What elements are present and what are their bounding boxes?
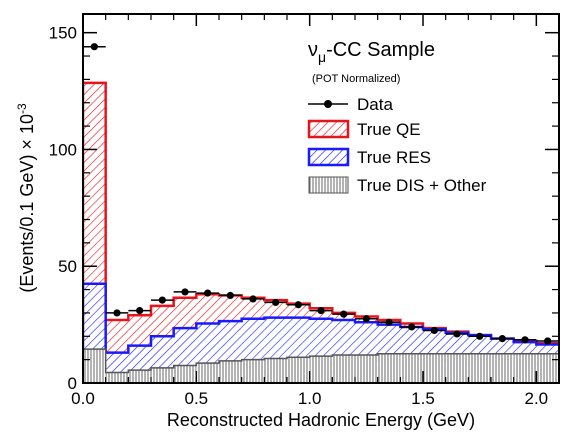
data-point-5 <box>204 289 212 297</box>
data-point-14 <box>408 323 416 331</box>
bar-true-dis-other-4 <box>173 365 197 383</box>
x-tick-label-2: 1.0 <box>298 389 322 408</box>
histogram-layer <box>83 81 559 383</box>
bar-true-dis-other-17 <box>468 353 491 383</box>
bar-true-dis-other-8 <box>264 358 287 383</box>
y-axis-label: (Events/0.1 GeV) × 10-3 <box>15 103 37 293</box>
bar-true-dis-other-18 <box>491 353 514 383</box>
bar-true-dis-other-6 <box>219 360 242 383</box>
data-point-12 <box>362 315 370 323</box>
y-axis-label-main: (Events/0.1 GeV) × 10 <box>17 114 37 293</box>
outline-true-res <box>83 282 559 383</box>
data-point-8 <box>272 298 280 307</box>
data-point-16 <box>453 330 461 338</box>
legend-swatch-true-res <box>307 147 350 167</box>
data-point-2 <box>136 307 144 315</box>
svg-text:νμ-CC Sample: νμ-CC Sample <box>308 39 435 65</box>
bar-true-dis-other-3 <box>151 367 174 383</box>
data-point-11 <box>340 310 348 318</box>
legend-data-marker <box>324 100 332 108</box>
x-tick-label-4: 2.0 <box>525 389 549 408</box>
legend-item-true-dis-other: True DIS + Other <box>308 176 487 195</box>
title-rest: -CC Sample <box>326 39 435 61</box>
bar-true-dis-other-13 <box>377 353 401 383</box>
x-tick-label-1: 0.5 <box>185 389 209 408</box>
tick-labels: 0.0 0.5 1.0 1.5 2.0 0 50 100 150 <box>49 24 549 408</box>
legend-swatch-true-qe <box>307 119 350 139</box>
bar-true-dis-other-10 <box>309 356 333 383</box>
data-point-0 <box>90 43 98 51</box>
chart-subtitle: (POT Normalized) <box>312 73 400 85</box>
legend-label-true-qe: True QE <box>357 120 421 139</box>
bar-true-dis-other-20 <box>536 353 559 383</box>
data-points-layer <box>83 43 559 345</box>
bar-true-dis-other-0 <box>83 349 106 383</box>
axis-ticks <box>82 14 560 384</box>
data-point-4 <box>181 288 189 296</box>
bar-true-dis-other-11 <box>332 354 355 383</box>
data-point-17 <box>476 332 484 340</box>
bar-true-dis-other-14 <box>400 353 423 383</box>
y-axis-label-exponent: -3 <box>15 103 29 114</box>
y-tick-label-2: 100 <box>49 140 77 159</box>
legend-label-data: Data <box>357 95 393 114</box>
chart-title: νμ-CC Sample <box>308 39 435 65</box>
y-tick-label-1: 50 <box>58 257 77 276</box>
outline-true-dis-other <box>83 348 559 383</box>
data-point-7 <box>249 295 257 303</box>
data-point-18 <box>498 335 506 343</box>
data-point-6 <box>226 291 234 300</box>
data-point-13 <box>385 318 393 326</box>
legend-label-true-res: True RES <box>357 148 431 167</box>
bar-true-dis-other-15 <box>423 353 446 383</box>
title-nu: ν <box>308 39 318 61</box>
legend-swatch-true-dis-other <box>308 176 349 194</box>
bar-true-dis-other-7 <box>241 359 265 383</box>
bar-true-dis-other-1 <box>105 372 129 383</box>
y-tick-label-0: 0 <box>68 374 77 393</box>
bar-true-dis-other-12 <box>355 354 378 383</box>
y-tick-label-3: 150 <box>49 24 77 43</box>
data-point-1 <box>113 309 121 317</box>
data-point-10 <box>317 307 325 315</box>
data-point-3 <box>158 296 166 304</box>
legend-item-data: Data <box>308 95 393 114</box>
legend-item-true-qe: True QE <box>307 119 421 139</box>
legend-label-true-dis-other: True DIS + Other <box>357 176 487 195</box>
data-point-20 <box>544 337 552 345</box>
bar-true-dis-other-5 <box>196 363 219 383</box>
legend-item-true-res: True RES <box>307 147 431 167</box>
x-axis-label: Reconstructed Hadronic Energy (GeV) <box>167 410 475 430</box>
bar-true-dis-other-16 <box>445 353 469 383</box>
bar-true-dis-other-19 <box>513 353 537 383</box>
title-mu: μ <box>318 49 326 65</box>
data-point-19 <box>521 336 529 344</box>
bar-true-dis-other-9 <box>287 357 310 383</box>
data-point-15 <box>430 326 438 335</box>
x-tick-label-3: 1.5 <box>411 389 435 408</box>
x-tick-label-0: 0.0 <box>71 389 95 408</box>
bar-true-dis-other-2 <box>128 370 151 383</box>
data-point-9 <box>294 301 302 309</box>
legend: Data True QE True RES True DIS + Other <box>307 95 487 195</box>
plot-frame <box>82 13 560 384</box>
